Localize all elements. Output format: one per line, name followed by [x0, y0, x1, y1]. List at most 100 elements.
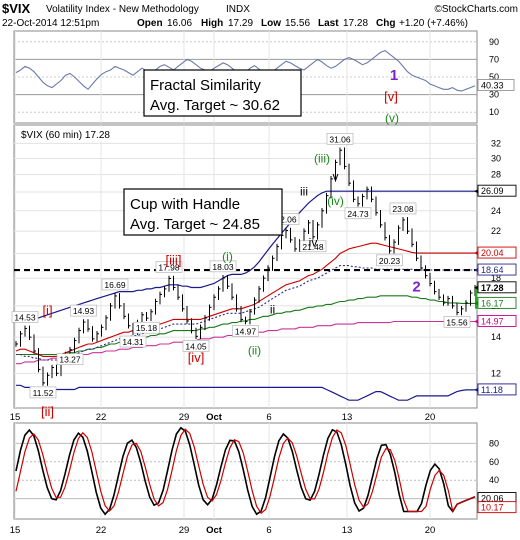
upper-band-line [16, 190, 475, 322]
red-ma-line [15, 242, 475, 357]
bottom-x-tick-label: 29 [179, 525, 190, 536]
right-value-label: 16.17 [481, 298, 504, 308]
top-last-value-box [477, 79, 515, 91]
cup-annotation-box [123, 188, 283, 236]
wave-label: (iii) [314, 151, 330, 165]
price-point-label-box [443, 316, 471, 328]
header-chg-label: Chg [376, 18, 395, 29]
main-panel-labels: 14.53 11.52 13.27 14.93 16.69 14.31 15.18 17.98… [11, 133, 471, 419]
bottom-x-tick-label: 20 [425, 525, 436, 536]
right-value-pointer [474, 301, 478, 306]
price-point-label: 17.98 [158, 262, 180, 272]
header-low: 15.56 [285, 18, 310, 29]
right-value-pointer [474, 268, 478, 273]
header-low-label: Low [261, 18, 281, 29]
price-point-label-box [101, 278, 129, 291]
wave-label-v-green: (v) [385, 111, 399, 125]
cup-annotation-line2: Avg. Target ~ 24.85 [130, 216, 260, 233]
top-last-value-label: 40.33 [481, 81, 504, 91]
bottom-x-tick-label: 22 [96, 525, 107, 536]
right-value-pointer [474, 319, 478, 324]
price-point-label-box [182, 340, 210, 352]
main-panel-frame [13, 124, 478, 409]
main-tick-label: 28 [491, 170, 501, 180]
top-tick-label: 30 [489, 90, 499, 100]
price-point-label-box [11, 311, 39, 323]
header-symbol: $VIX [2, 1, 31, 16]
main-tick-label: 18 [491, 273, 501, 283]
price-point-label: 14.97 [235, 326, 257, 336]
cup-annotation-line1: Cup with Handle [130, 196, 240, 213]
bottom-panel-series [15, 426, 476, 516]
right-value-label: 18.64 [481, 265, 504, 275]
header-open: 16.06 [167, 18, 192, 29]
wave-label-1: 1 [390, 67, 398, 84]
price-point-label: 18.03 [212, 262, 234, 272]
main-tick-label: 24 [491, 206, 501, 216]
chart-title-box [17, 127, 147, 141]
bottom-tick-label: 40 [489, 475, 499, 485]
price-point-label-box [133, 321, 160, 334]
bottom-tick-label: 80 [489, 438, 499, 448]
main-tick-label: 12 [491, 368, 501, 378]
price-point-label: 20.23 [379, 256, 401, 266]
right-value-pointer [474, 285, 478, 290]
main-tick-label: 32 [491, 138, 501, 148]
header-stamp: ©StockCharts.com [434, 4, 518, 15]
price-point-label-box [209, 260, 237, 273]
main-x-tick-label: 6 [266, 412, 271, 423]
fractal-annotation-line2: Avg. Target ~ 30.62 [150, 97, 280, 114]
main-x-tick-label: 29 [179, 412, 190, 423]
price-point-label-box [29, 386, 57, 399]
fractal-annotation-box [143, 69, 302, 117]
bottom-tick-label: 60 [489, 457, 499, 467]
bottom-x-tick-label: 6 [266, 525, 271, 536]
price-point-label: 15.56 [446, 317, 468, 327]
header-chg: +1.20 (+7.46%) [399, 18, 468, 29]
wave-label: (i) [222, 250, 233, 264]
main-x-tick-label: 22 [96, 412, 107, 423]
wave-label: iii [300, 185, 308, 199]
header-exchange: INDX [226, 4, 250, 15]
right-value-label: 14.97 [481, 316, 504, 326]
right-value-label: 20.04 [481, 248, 504, 258]
price-point-label: 22.06 [275, 215, 297, 225]
bottom-fast-value-label: 20.06 [481, 494, 504, 504]
header-high-label: High [201, 18, 223, 29]
price-point-label: 14.53 [14, 312, 36, 322]
bottom-x-tick-label: Oct [206, 525, 223, 536]
wave-label: (iv) [327, 194, 344, 208]
bottom-x-tick-label: 13 [342, 525, 353, 536]
top-tick-label: 50 [489, 72, 499, 82]
price-point-label: 15.18 [136, 323, 158, 333]
wave-label: v [333, 170, 339, 184]
bottom-slow-value-box [477, 501, 517, 514]
right-value-pointer [474, 251, 478, 256]
price-point-label-box [376, 254, 403, 267]
main-tick-label: 14 [491, 332, 501, 342]
right-value-pointer [474, 387, 478, 392]
main-tick-label: 22 [491, 226, 501, 236]
stochastic-fast-line [15, 426, 476, 516]
main-x-tick-label: Oct [206, 412, 223, 423]
header-last: 17.28 [343, 18, 368, 29]
price-point-label: 14.05 [185, 341, 207, 351]
price-point-label: 24.73 [347, 209, 369, 219]
wave-label: iv [309, 236, 318, 250]
fractal-annotation-line1: Fractal Similarity [150, 77, 261, 94]
wave-label: [iv] [188, 350, 205, 365]
wave-label: (ii) [248, 344, 261, 358]
wave-label-v-red: [v] [384, 89, 398, 104]
price-point-label: 21.48 [302, 242, 324, 252]
bottom-slow-value-label: 10.17 [481, 503, 504, 513]
main-x-tick-label: 15 [10, 412, 21, 423]
header-name: Volatility Index - New Methodology [46, 4, 199, 15]
price-point-label-box [56, 353, 84, 366]
main-x-tick-label: 13 [342, 412, 353, 423]
main-tick-label: 30 [491, 153, 501, 163]
wave-label: ii [270, 302, 275, 316]
price-point-label: 13.27 [59, 355, 81, 365]
price-point-label-box [119, 335, 147, 348]
